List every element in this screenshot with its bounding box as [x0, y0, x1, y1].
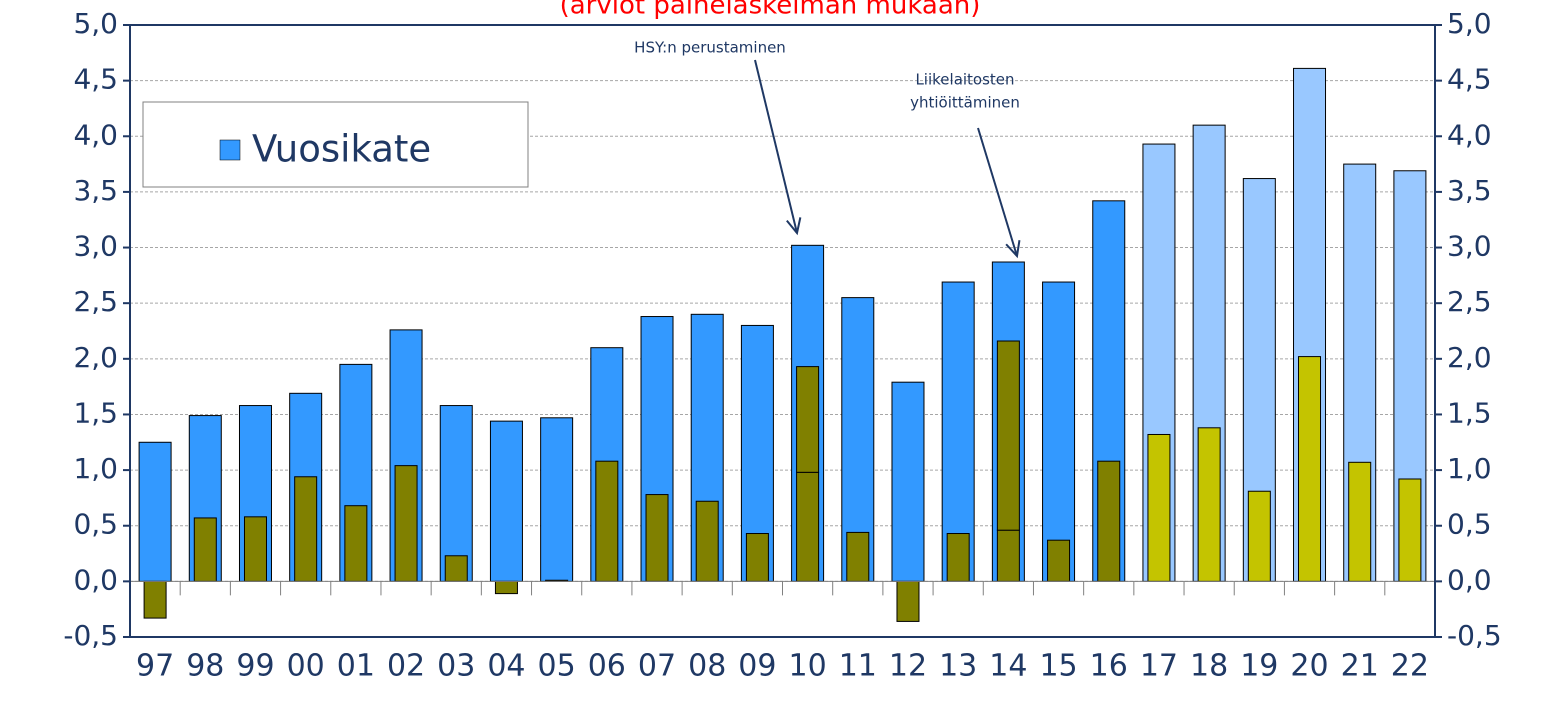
y-tick-label: 0,5: [73, 508, 118, 541]
x-tick-label: 10: [789, 649, 827, 684]
x-tick-label: 97: [136, 649, 174, 684]
arrow-head: [1005, 240, 1021, 259]
bar: [344, 505, 368, 582]
legend-label: Vuosikate: [252, 128, 431, 171]
bar: [1097, 460, 1121, 582]
y-tick-label: 3,5: [73, 174, 118, 207]
x-tick-label: 01: [337, 649, 375, 684]
legend-box: [142, 101, 529, 188]
bar: [941, 281, 975, 582]
bar: [193, 517, 217, 582]
bar: [1197, 427, 1221, 582]
bar: [394, 465, 418, 582]
bar: [891, 381, 925, 582]
y-tick-label: 1,5: [73, 396, 118, 429]
chart-subtitle: (arviot painelaskelman mukaan): [560, 0, 981, 21]
y2-tick-label: 4,5: [1447, 63, 1492, 96]
bar: [444, 555, 468, 582]
bar: [143, 580, 167, 619]
bar: [946, 533, 970, 582]
bar: [645, 494, 669, 582]
x-tick-label: 19: [1240, 649, 1278, 684]
y2-tick-label: 0,5: [1447, 508, 1492, 541]
arrow-head: [786, 217, 802, 236]
x-tick-label: 04: [487, 649, 525, 684]
bar: [745, 533, 769, 582]
y2-tick-label: 0,0: [1447, 563, 1492, 596]
x-tick-label: 16: [1090, 649, 1128, 684]
bar: [896, 580, 920, 622]
x-tick-label: 14: [989, 649, 1027, 684]
x-tick-label: 13: [939, 649, 977, 684]
y-tick-label: 0,0: [73, 563, 118, 596]
bar: [1398, 478, 1422, 582]
y2-tick-label: 2,0: [1447, 341, 1492, 374]
y2-tick-label: 4,0: [1447, 118, 1492, 151]
bar: [695, 500, 719, 582]
bar: [243, 516, 267, 582]
y2-tick-label: 1,0: [1447, 452, 1492, 485]
x-tick-label: 06: [588, 649, 626, 684]
y2-tick-label: -0,5: [1447, 619, 1502, 652]
y-tick-label: 2,5: [73, 285, 118, 318]
bar: [439, 405, 473, 582]
bar: [595, 460, 619, 582]
annotation-arrow: [754, 59, 798, 234]
bar: [796, 471, 820, 582]
x-tick-label: 03: [437, 649, 475, 684]
y-tick-label: 4,0: [73, 118, 118, 151]
bar: [996, 340, 1020, 531]
x-tick-label: 18: [1190, 649, 1228, 684]
x-tick-label: 11: [839, 649, 877, 684]
annotation: HSY:n perustaminen: [634, 39, 786, 57]
annotation-arrow: [977, 127, 1018, 257]
bar: [796, 366, 820, 473]
plot-frame: [129, 24, 1436, 638]
bar: [494, 580, 518, 595]
bar: [489, 420, 523, 582]
x-tick-label: 12: [889, 649, 927, 684]
legend-swatch: [219, 139, 241, 161]
y-tick-label: 2,0: [73, 341, 118, 374]
x-tick-label: 15: [1039, 649, 1077, 684]
bar: [1047, 539, 1071, 582]
y-tick-label: -0,5: [63, 619, 118, 652]
y2-tick-label: 2,5: [1447, 285, 1492, 318]
x-tick-label: 20: [1290, 649, 1328, 684]
y-tick-label: 4,5: [73, 63, 118, 96]
y2-tick-label: 3,0: [1447, 230, 1492, 263]
x-tick-label: 09: [738, 649, 776, 684]
bar: [846, 531, 870, 582]
bar: [1042, 281, 1076, 582]
x-tick-label: 17: [1140, 649, 1178, 684]
y-tick-label: 3,0: [73, 230, 118, 263]
bar: [294, 476, 318, 582]
x-tick-label: 02: [387, 649, 425, 684]
bar: [138, 441, 172, 582]
x-tick-label: 21: [1341, 649, 1379, 684]
x-tick-label: 98: [186, 649, 224, 684]
annotation: yhtiöittäminen: [910, 94, 1020, 112]
bar: [996, 529, 1020, 582]
bar: [1348, 461, 1372, 582]
bar: [1247, 490, 1271, 582]
x-tick-label: 05: [538, 649, 576, 684]
y2-tick-label: 3,5: [1447, 174, 1492, 207]
x-tick-label: 00: [287, 649, 325, 684]
bar: [540, 417, 574, 582]
y2-tick-label: 1,5: [1447, 396, 1492, 429]
x-tick-label: 22: [1391, 649, 1429, 684]
annotation: Liikelaitosten: [915, 71, 1014, 89]
x-tick-label: 99: [236, 649, 274, 684]
bar: [1298, 356, 1322, 582]
y-tick-label: 5,0: [73, 7, 118, 40]
x-tick-label: 07: [638, 649, 676, 684]
x-tick-label: 08: [688, 649, 726, 684]
bar: [1147, 433, 1171, 582]
y2-tick-label: 5,0: [1447, 7, 1492, 40]
y-tick-label: 1,0: [73, 452, 118, 485]
